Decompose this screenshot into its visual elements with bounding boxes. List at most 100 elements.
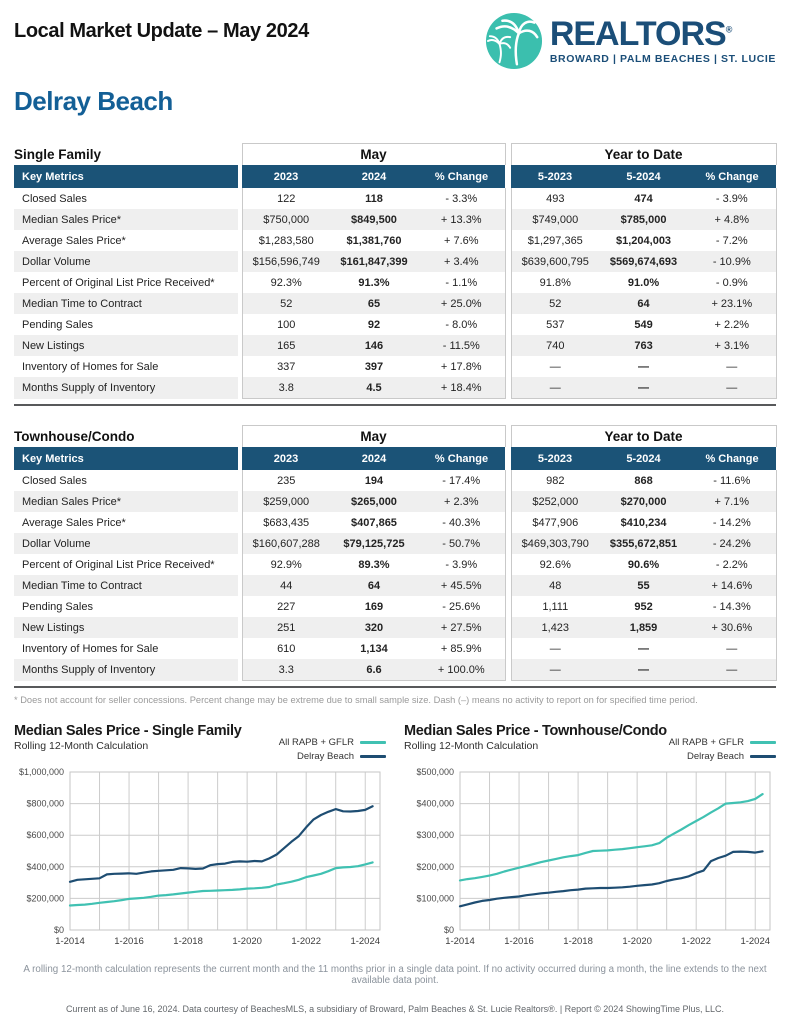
metric-value: + 2.3% <box>418 491 506 512</box>
spacer <box>505 272 512 293</box>
metric-value: 64 <box>599 293 689 314</box>
legend-label: Delray Beach <box>686 751 744 762</box>
metric-label: Dollar Volume <box>14 251 238 272</box>
metric-value: + 30.6% <box>688 617 777 638</box>
group-header-row: Townhouse/Condo May Year to Date <box>14 425 777 447</box>
metric-value: 91.0% <box>599 272 689 293</box>
metric-value: 52 <box>510 293 600 314</box>
table-row: Months Supply of Inventory 3.3 6.6 + 100.0%… <box>14 659 777 681</box>
column-header: Key Metrics <box>14 165 238 188</box>
svg-text:$600,000: $600,000 <box>26 830 64 840</box>
spacer <box>505 659 512 681</box>
spacer <box>505 575 512 596</box>
metric-value: + 85.9% <box>418 638 506 659</box>
group-header-may: May <box>241 143 506 165</box>
column-header: 5-2023 <box>511 165 600 188</box>
spacer <box>505 533 512 554</box>
metric-value: $410,234 <box>599 512 689 533</box>
credit-line: Current as of June 16, 2024. Data courte… <box>65 1004 725 1014</box>
column-header: 5-2023 <box>511 447 600 470</box>
table-row: Pending Sales 227 169- 25.6% 1,111 952- 14.3… <box>14 596 777 617</box>
chart-title: Median Sales Price - Single Family <box>14 723 242 739</box>
column-header-row: Key Metrics 2023 2024% Change 5-2023 5-2024%… <box>14 165 777 188</box>
charts-footnote: A rolling 12-month calculation represent… <box>23 964 767 986</box>
column-header: Key Metrics <box>14 447 238 470</box>
metric-value: 982 <box>510 470 600 491</box>
column-header: % Change <box>418 447 506 470</box>
metrics-table: Single Family May Year to Date Key Metrics 2… <box>14 143 777 399</box>
logo-brand-name: REALTORS® <box>549 15 732 53</box>
metric-value: 537 <box>510 314 600 335</box>
metric-value: $259,000 <box>241 491 330 512</box>
spacer <box>505 447 512 470</box>
metric-value: + 25.0% <box>418 293 506 314</box>
metric-value: 92.6% <box>510 554 600 575</box>
table-bottom-rule <box>14 686 776 688</box>
metric-value: 89.3% <box>330 554 418 575</box>
metric-label: Percent of Original List Price Received* <box>14 554 238 575</box>
spacer <box>238 512 242 533</box>
metric-value: + 18.4% <box>418 377 506 399</box>
spacer <box>238 533 242 554</box>
chart-single-family: Median Sales Price - Single Family Rolli… <box>14 723 386 952</box>
table-bottom-rule <box>14 404 776 406</box>
metric-value: $749,000 <box>510 209 600 230</box>
metric-value: $79,125,725 <box>330 533 418 554</box>
metric-label: Months Supply of Inventory <box>14 659 238 681</box>
metric-value: - 25.6% <box>418 596 506 617</box>
metric-label: Inventory of Homes for Sale <box>14 356 238 377</box>
table-row: Median Time to Contract 44 64 + 45.5% 48 55 + … <box>14 575 777 596</box>
metric-value: + 13.3% <box>418 209 506 230</box>
spacer <box>505 293 512 314</box>
metric-value: $265,000 <box>330 491 418 512</box>
spacer <box>505 425 512 447</box>
spacer <box>505 470 512 491</box>
metric-value: 52 <box>241 293 330 314</box>
metric-value: - 11.5% <box>418 335 506 356</box>
single-family-table-section: Single Family May Year to Date Key Metrics 2… <box>14 143 777 406</box>
metric-label: Average Sales Price* <box>14 230 238 251</box>
metric-value: - 50.7% <box>418 533 506 554</box>
metric-label: Pending Sales <box>14 596 238 617</box>
spacer <box>238 293 242 314</box>
metric-value: + 2.2% <box>688 314 777 335</box>
metric-value: + 14.6% <box>688 575 777 596</box>
metric-value: 91.3% <box>330 272 418 293</box>
svg-text:1-2014: 1-2014 <box>55 936 85 947</box>
spacer <box>505 209 512 230</box>
metrics-table: Townhouse/Condo May Year to Date Key Metric… <box>14 425 777 681</box>
metric-value: $160,607,288 <box>241 533 330 554</box>
page-title: Local Market Update – May 2024 <box>14 20 309 42</box>
metric-value: $1,283,580 <box>241 230 330 251</box>
metric-value: 44 <box>241 575 330 596</box>
metric-value: — <box>599 377 689 399</box>
metric-label: Median Time to Contract <box>14 575 238 596</box>
legend-item: All RAPB + GFLR <box>279 737 386 748</box>
spacer <box>238 143 242 165</box>
legend-item: Delray Beach <box>687 751 776 762</box>
metric-value: 90.6% <box>599 554 689 575</box>
city-title: Delray Beach <box>14 86 173 116</box>
table-row: Inventory of Homes for Sale 610 1,134 + 85.… <box>14 638 777 659</box>
table-row: Closed Sales 235 194- 17.4% 982 868- 11.6% <box>14 470 777 491</box>
spacer <box>505 617 512 638</box>
spacer <box>505 230 512 251</box>
metric-value: $156,596,749 <box>241 251 330 272</box>
metric-value: - 40.3% <box>418 512 506 533</box>
metric-value: 397 <box>330 356 418 377</box>
metric-value: 48 <box>510 575 600 596</box>
column-header: 2024 <box>330 165 418 188</box>
metric-value: $639,600,795 <box>510 251 600 272</box>
svg-text:$300,000: $300,000 <box>416 830 454 840</box>
metric-value: — <box>688 659 777 681</box>
report-header: Local Market Update – May 2024 <box>14 12 776 70</box>
spacer <box>238 491 242 512</box>
svg-text:1-2022: 1-2022 <box>291 936 321 947</box>
metric-value: 122 <box>241 188 330 209</box>
svg-text:1-2018: 1-2018 <box>173 936 203 947</box>
metric-value: 55 <box>599 575 689 596</box>
legend-swatch <box>360 755 386 758</box>
metric-label: Closed Sales <box>14 470 238 491</box>
spacer <box>238 272 242 293</box>
metric-value: 165 <box>241 335 330 356</box>
